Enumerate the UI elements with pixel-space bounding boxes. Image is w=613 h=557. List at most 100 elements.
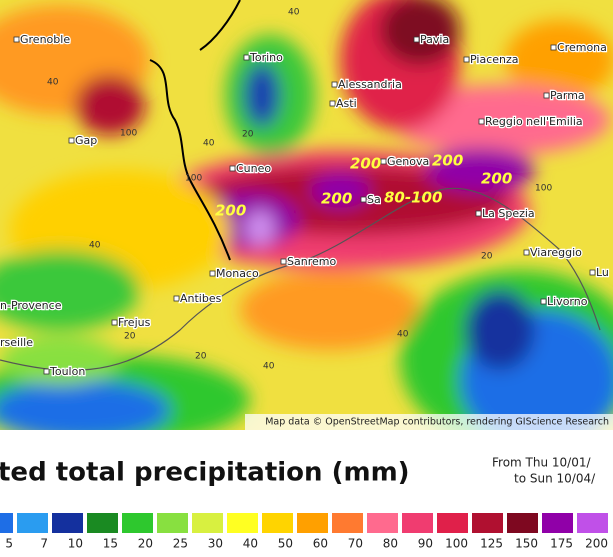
city-dot	[475, 210, 482, 217]
legend-value: 20	[138, 537, 153, 551]
city-dot	[550, 44, 557, 51]
city-label: Toulon	[49, 365, 85, 378]
contour-label: 40	[397, 330, 409, 340]
legend-swatch	[87, 513, 118, 533]
legend-value: 90	[418, 537, 433, 551]
city-dot	[229, 165, 236, 172]
legend-swatch	[332, 513, 363, 533]
city-label: Viareggio	[530, 246, 582, 259]
city-label: Alessandria	[338, 78, 402, 91]
contour-label: 40	[203, 139, 215, 149]
legend-value: 200	[585, 537, 608, 551]
city-label: Genova	[387, 155, 429, 168]
legend-swatch	[297, 513, 328, 533]
city-label: La Spezia	[482, 207, 535, 220]
legend-swatch	[367, 513, 398, 533]
city-dot	[478, 118, 485, 125]
city-dot	[68, 137, 75, 144]
city-label: Gap	[75, 134, 97, 147]
city-label: Frejus	[118, 316, 151, 329]
annotation: 200	[481, 170, 512, 188]
legend-swatch	[542, 513, 573, 533]
annotation: 80-100	[384, 189, 442, 207]
contour-label: 40	[47, 78, 59, 88]
legend-value: 10	[68, 537, 83, 551]
contour-label: 100	[120, 129, 137, 139]
legend-swatch	[437, 513, 468, 533]
city-dot	[540, 298, 547, 305]
legend-value: 150	[515, 537, 538, 551]
annotation: 200	[215, 202, 246, 220]
legend-title: ted total precipitation (mm)	[0, 458, 410, 488]
city-label: Monaco	[216, 267, 259, 280]
city-label: rseille	[0, 336, 33, 349]
contour-label: 40	[263, 362, 275, 372]
legend-value: 30	[208, 537, 223, 551]
annotation: 200	[350, 155, 381, 173]
legend-swatch	[122, 513, 153, 533]
city-label: n-Provence	[0, 299, 62, 312]
city-dot	[463, 56, 470, 63]
city-dot	[111, 319, 118, 326]
city-dot	[523, 249, 530, 256]
legend-swatch	[157, 513, 188, 533]
city-label: Antibes	[180, 292, 222, 305]
city-dot	[13, 36, 20, 43]
contour-label: 40	[288, 8, 300, 18]
city-dot	[280, 258, 287, 265]
city-label: Grenoble	[20, 33, 70, 46]
legend-swatch	[0, 513, 13, 533]
legend-value: 60	[313, 537, 328, 551]
legend-swatch	[262, 513, 293, 533]
city-label: Sanremo	[287, 255, 336, 268]
city-dot	[243, 54, 250, 61]
contour-label: 20	[195, 352, 207, 362]
city-label: Reggio nell'Emilia	[485, 115, 583, 128]
city-dot	[331, 81, 338, 88]
city-label: Piacenza	[470, 53, 519, 66]
legend-value: 70	[348, 537, 363, 551]
contour-label: 20	[242, 130, 254, 140]
attribution: Map data © OpenStreetMap contributors, r…	[265, 417, 609, 428]
annotation: 200	[321, 190, 352, 208]
legend-swatch	[507, 513, 538, 533]
legend-swatch	[577, 513, 608, 533]
legend-value: 5	[5, 537, 13, 551]
period-from: From Thu 10/01/	[492, 456, 591, 470]
legend-value: 175	[550, 537, 573, 551]
city-label: Livorno	[547, 295, 588, 308]
legend-value: 15	[103, 537, 118, 551]
contour-label: 20	[124, 332, 136, 342]
city-label: Lu	[596, 266, 609, 279]
city-label: Torino	[249, 51, 283, 64]
city-dot	[380, 158, 387, 165]
city-dot	[589, 269, 596, 276]
legend-swatch	[52, 513, 83, 533]
legend-swatch	[472, 513, 503, 533]
legend-value: 80	[383, 537, 398, 551]
city-dot	[43, 368, 50, 375]
contour-label: 100	[185, 174, 202, 184]
legend-swatch	[17, 513, 48, 533]
legend-swatch	[192, 513, 223, 533]
city-dot	[413, 36, 420, 43]
city-dot	[543, 92, 550, 99]
city-dot	[209, 270, 216, 277]
city-label: Pavia	[420, 33, 449, 46]
contour-label: 100	[535, 184, 552, 194]
contour-label: 40	[89, 241, 101, 251]
city-label: Cuneo	[236, 162, 271, 175]
legend-swatch	[402, 513, 433, 533]
legend-value: 125	[480, 537, 503, 551]
city-label: Sa	[367, 193, 381, 206]
attribution-bg	[245, 414, 613, 430]
city-label: Cremona	[557, 41, 607, 54]
city-dot	[173, 295, 180, 302]
city-label: Parma	[550, 89, 585, 102]
period-to: to Sun 10/04/	[514, 472, 596, 486]
legend-value: 100	[445, 537, 468, 551]
annotation: 200	[432, 152, 463, 170]
legend-swatch	[227, 513, 258, 533]
legend-value: 7	[40, 537, 48, 551]
